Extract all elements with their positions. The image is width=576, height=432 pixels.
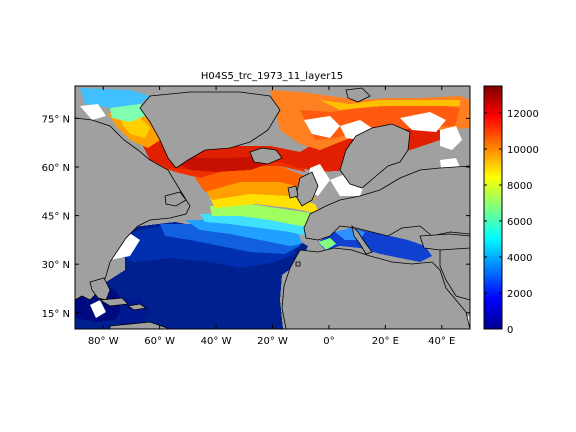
lat-tick-label: 15° N	[42, 309, 70, 320]
colorbar-gradient	[483, 85, 503, 330]
map-axes: 80° W 60° W 40° W 20° W 0° 20° E 40° E 15° N 30…	[42, 85, 471, 347]
lon-tick-label: 20° E	[372, 336, 399, 347]
lon-tick-label: 20° W	[257, 336, 288, 347]
colorbar-ticks: 0 2000 4000 6000 8000 10000 12000	[484, 109, 539, 336]
lon-axis: 80° W 60° W 40° W 20° W 0° 20° E 40° E	[88, 86, 455, 347]
lat-axis: 15° N 30° N 45° N 60° N 75° N	[42, 114, 470, 320]
lon-tick-label: 80° W	[88, 336, 119, 347]
lat-tick-label: 30° N	[42, 260, 70, 271]
lat-tick-label: 45° N	[42, 212, 70, 223]
colorbar-tick-label: 8000	[507, 181, 532, 192]
lon-tick-label: 40° E	[428, 336, 455, 347]
lat-tick-label: 60° N	[42, 163, 70, 174]
lat-tick-label: 75° N	[42, 114, 70, 125]
land-masses	[75, 87, 470, 329]
colorbar-tick-label: 10000	[507, 145, 539, 156]
colorbar-tick-label: 6000	[507, 217, 532, 228]
colorbar-tick-label: 4000	[507, 253, 532, 264]
colorbar-tick-label: 0	[507, 325, 513, 336]
colorbar: 0 2000 4000 6000 8000 10000 12000	[483, 85, 539, 336]
lon-tick-label: 60° W	[144, 336, 175, 347]
map-field	[75, 86, 470, 329]
colorbar-tick-label: 12000	[507, 109, 539, 120]
lon-tick-label: 40° W	[201, 336, 232, 347]
map-title: H04S5_trc_1973_11_layer15	[201, 71, 343, 82]
colorbar-tick-label: 2000	[507, 289, 532, 300]
lon-tick-label: 0°	[323, 336, 334, 347]
